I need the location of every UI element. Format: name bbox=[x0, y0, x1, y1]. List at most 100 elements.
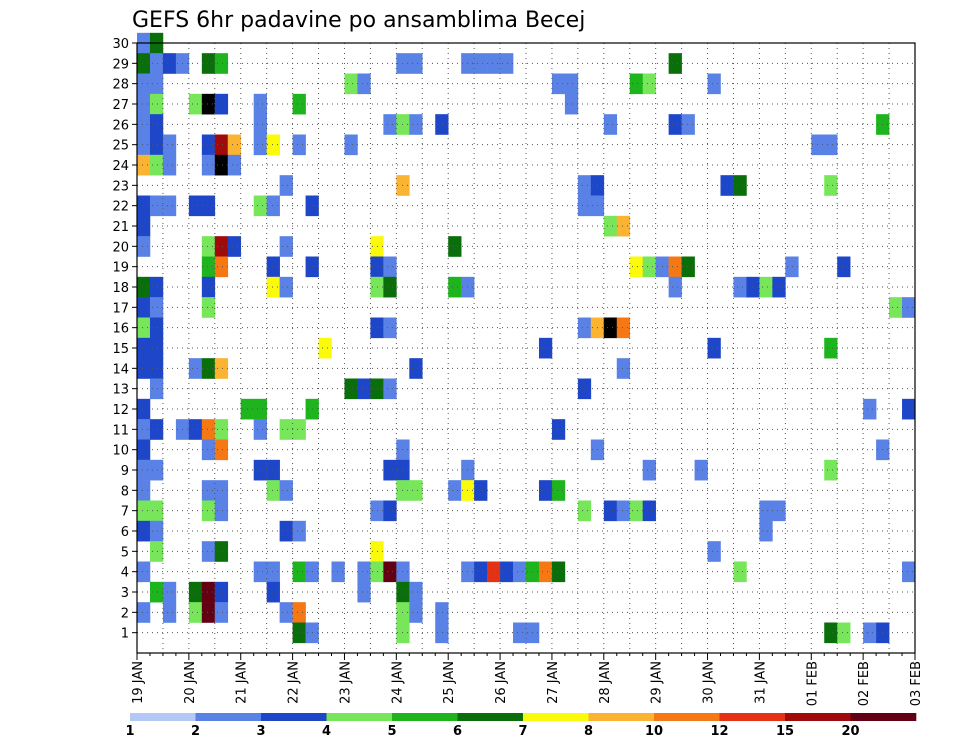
heatmap-cell bbox=[694, 459, 708, 481]
y-tick-label: 27 bbox=[112, 98, 129, 113]
heatmap-cell bbox=[292, 93, 306, 115]
heatmap-cell bbox=[616, 317, 631, 339]
heatmap-cell bbox=[266, 195, 280, 217]
y-tick-label: 20 bbox=[112, 240, 129, 255]
heatmap-cell bbox=[564, 73, 579, 95]
heatmap-cell bbox=[279, 175, 293, 196]
x-tick-label: 01 FEB bbox=[805, 661, 820, 706]
heatmap-cell bbox=[629, 256, 643, 278]
heatmap-cell bbox=[227, 236, 242, 257]
heatmap-cell bbox=[214, 581, 229, 603]
heatmap-cell bbox=[902, 561, 916, 583]
colorbar-label: 12 bbox=[710, 724, 728, 739]
colorbar-label: 20 bbox=[841, 724, 859, 739]
heatmap-cell bbox=[201, 276, 216, 298]
heatmap-cell bbox=[253, 114, 267, 135]
heatmap-cell bbox=[266, 561, 280, 583]
heatmap-cell bbox=[292, 622, 306, 644]
x-tick-label: 30 JAN bbox=[702, 661, 717, 704]
heatmap-cell bbox=[214, 134, 229, 156]
heatmap-cell bbox=[357, 378, 371, 400]
heatmap-cell bbox=[149, 114, 164, 135]
heatmap-cell bbox=[201, 53, 216, 74]
y-axis: 1234567891011121314151617181920212223242… bbox=[112, 37, 137, 642]
heatmap-cell bbox=[149, 317, 164, 339]
colorbar-segment bbox=[719, 713, 786, 721]
heatmap-cell bbox=[383, 459, 397, 481]
heatmap-cell bbox=[487, 53, 501, 74]
heatmap-cell bbox=[188, 581, 203, 603]
grid-lines bbox=[137, 42, 915, 653]
colorbar-segment bbox=[261, 713, 327, 721]
heatmap-cell bbox=[149, 419, 164, 440]
heatmap-cell bbox=[383, 500, 397, 522]
heatmap-cell bbox=[214, 439, 229, 461]
heatmap-cell bbox=[409, 581, 423, 603]
heatmap-cell bbox=[785, 256, 799, 278]
heatmap-cell bbox=[137, 561, 151, 583]
heatmap-cell bbox=[616, 215, 631, 237]
heatmap-cell bbox=[357, 561, 371, 583]
heatmap-cell bbox=[149, 276, 164, 298]
heatmap-cell bbox=[824, 175, 838, 196]
heatmap-cell bbox=[292, 419, 306, 440]
heatmap-cell bbox=[279, 276, 293, 298]
colorbar-label: 1 bbox=[125, 724, 134, 739]
x-tick-label: 22 JAN bbox=[287, 661, 302, 704]
heatmap-cell bbox=[448, 236, 462, 257]
heatmap-cell bbox=[642, 73, 656, 95]
y-tick-label: 9 bbox=[121, 464, 129, 479]
x-tick-label: 03 FEB bbox=[909, 661, 924, 706]
heatmap-cell bbox=[149, 93, 164, 115]
heatmap-cell bbox=[863, 622, 877, 644]
heatmap-cell bbox=[837, 256, 851, 278]
heatmap-cell bbox=[149, 520, 164, 542]
heatmap-cell bbox=[344, 378, 358, 400]
heatmap-cell bbox=[759, 500, 773, 522]
heatmap-cell bbox=[889, 297, 903, 318]
heatmap-cell bbox=[201, 358, 216, 379]
heatmap-cell bbox=[149, 500, 164, 522]
x-tick-label: 26 JAN bbox=[494, 661, 509, 704]
heatmap-cell bbox=[266, 459, 280, 481]
heatmap-cell bbox=[487, 561, 501, 583]
colorbar-label: 6 bbox=[453, 724, 462, 739]
x-tick-label: 29 JAN bbox=[650, 661, 665, 704]
heatmap-cell bbox=[137, 154, 151, 176]
heatmap-cell bbox=[707, 337, 721, 359]
heatmap-cell bbox=[538, 337, 553, 359]
x-tick-label: 23 JAN bbox=[338, 661, 353, 704]
y-tick-label: 10 bbox=[112, 444, 129, 459]
heatmap-cell bbox=[201, 134, 216, 156]
heatmap-cell bbox=[642, 256, 656, 278]
heatmap-cell bbox=[383, 256, 397, 278]
colorbar-segment bbox=[654, 713, 720, 721]
heatmap-cell bbox=[137, 602, 151, 623]
heatmap-cell bbox=[435, 114, 449, 135]
y-tick-label: 1 bbox=[121, 627, 129, 642]
y-tick-label: 8 bbox=[121, 484, 129, 499]
heatmap-cell bbox=[137, 73, 151, 95]
heatmap-cell bbox=[137, 53, 151, 74]
colorbar-segment bbox=[392, 713, 458, 721]
heatmap-cell bbox=[201, 581, 216, 603]
heatmap-cell bbox=[668, 53, 682, 74]
heatmap-cell bbox=[513, 622, 527, 644]
heatmap-cell bbox=[863, 398, 877, 420]
heatmap-cell bbox=[137, 134, 151, 156]
heatmap-cell bbox=[201, 297, 216, 318]
heatmap-cell bbox=[137, 480, 151, 501]
heatmap-cell bbox=[214, 53, 229, 74]
y-tick-label: 29 bbox=[112, 57, 129, 72]
colorbar-segment bbox=[457, 713, 524, 721]
x-tick-label: 21 JAN bbox=[235, 661, 250, 704]
y-tick-label: 23 bbox=[112, 179, 129, 194]
heatmap-cell bbox=[357, 73, 371, 95]
heatmap-cell bbox=[149, 337, 164, 359]
heatmap-cell bbox=[201, 154, 216, 176]
heatmap-cell bbox=[201, 419, 216, 440]
heatmap-cell bbox=[668, 276, 682, 298]
heatmap-cell bbox=[500, 561, 514, 583]
heatmap-cell bbox=[214, 602, 229, 623]
